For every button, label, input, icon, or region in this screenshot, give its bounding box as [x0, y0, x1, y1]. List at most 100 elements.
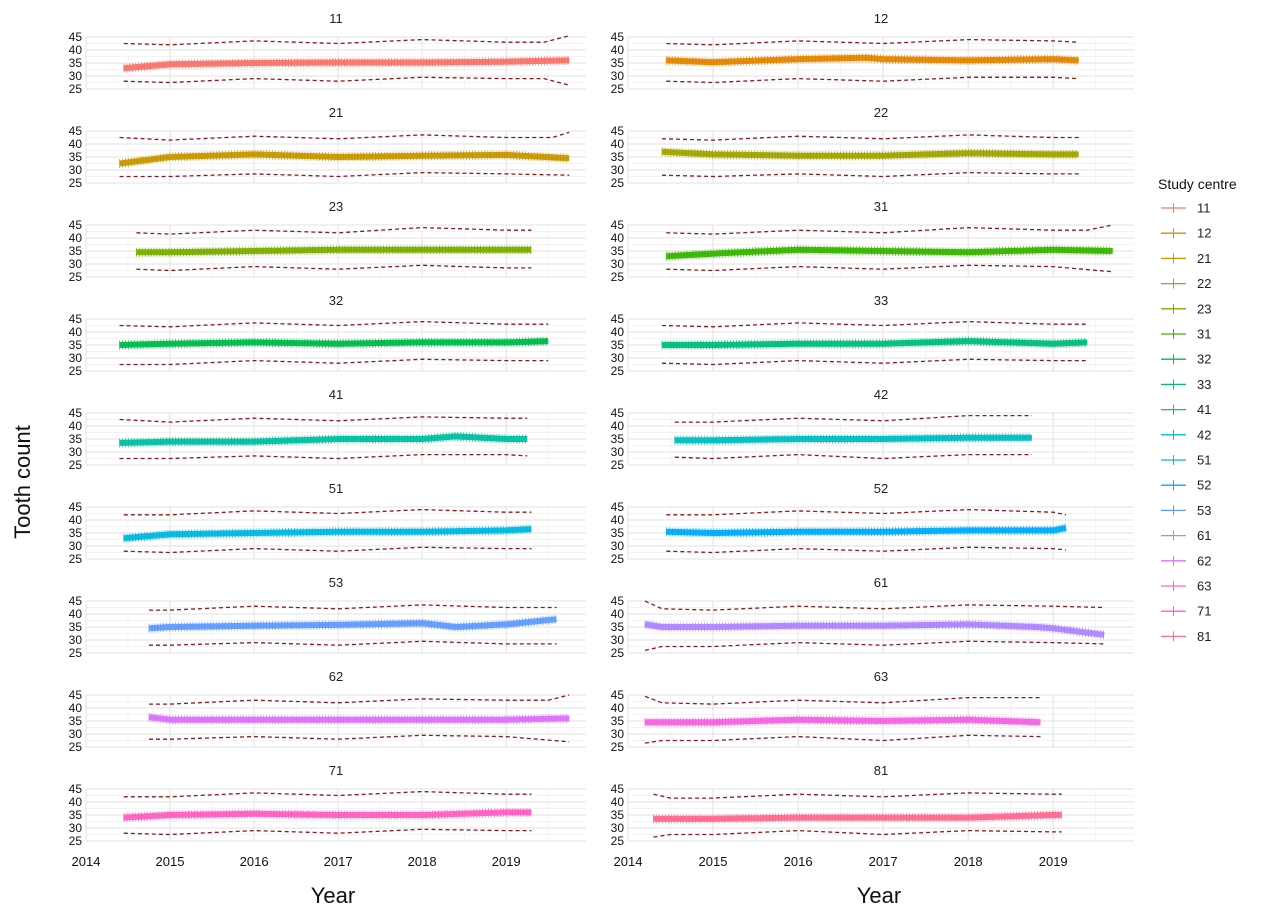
facet-title-42: 42 — [874, 387, 888, 402]
y-tick-label: 35 — [69, 620, 83, 634]
y-tick-label: 40 — [69, 795, 83, 809]
lower-band-71 — [123, 828, 532, 836]
y-tick-label: 25 — [69, 364, 83, 378]
y-tick-label: 30 — [69, 633, 83, 647]
legend-item-71: 71 — [1161, 604, 1211, 619]
upper-band-61 — [644, 600, 1105, 611]
y-tick-label: 40 — [69, 325, 83, 339]
y-tick-label: 45 — [69, 30, 83, 44]
mean-ticks-41 — [119, 432, 526, 448]
y-tick-label: 40 — [611, 795, 625, 809]
x-tick-label: 2014 — [614, 854, 643, 869]
y-tick-label: 45 — [69, 594, 83, 608]
mean-ticks-53 — [148, 614, 556, 633]
legend-item-81: 81 — [1161, 629, 1211, 644]
legend-label: 11 — [1197, 201, 1211, 216]
lower-band-41 — [119, 453, 528, 460]
facet-title-61: 61 — [874, 575, 888, 590]
y-tick-label: 40 — [611, 137, 625, 151]
upper-band-31 — [666, 224, 1113, 235]
facet-title-33: 33 — [874, 293, 888, 308]
mean-ticks-22 — [661, 147, 1077, 161]
facet-title-71: 71 — [329, 763, 343, 778]
y-tick-label: 30 — [611, 727, 625, 741]
y-tick-label: 35 — [611, 432, 625, 446]
upper-band-52 — [666, 508, 1067, 516]
y-tick-label: 30 — [611, 539, 625, 553]
legend-label: 22 — [1197, 276, 1211, 291]
facet-panels: 1125303540451225303540452125303540452225… — [69, 11, 1134, 848]
legend-item-53: 53 — [1161, 503, 1211, 518]
upper-band-23 — [136, 226, 532, 235]
facet-title-21: 21 — [329, 105, 343, 120]
y-tick-label: 45 — [611, 124, 625, 138]
legend-item-32: 32 — [1161, 352, 1211, 367]
lower-band-12 — [666, 76, 1079, 84]
y-tick-label: 25 — [69, 458, 83, 472]
mean-ticks-81 — [653, 810, 1062, 824]
legend-label: 62 — [1197, 553, 1211, 568]
mean-ticks-32 — [119, 336, 547, 350]
facet-title-63: 63 — [874, 669, 888, 684]
y-tick-label: 30 — [611, 69, 625, 83]
upper-band-41 — [119, 416, 528, 423]
y-tick-label: 35 — [611, 808, 625, 822]
upper-band-32 — [119, 320, 549, 328]
legend-label: 61 — [1197, 528, 1211, 543]
y-tick-label: 30 — [69, 821, 83, 835]
legend-label: 21 — [1197, 251, 1211, 266]
lower-band-61 — [644, 640, 1105, 652]
mean-thin-23 — [136, 249, 532, 253]
y-tick-label: 25 — [611, 646, 625, 660]
facet-title-62: 62 — [329, 669, 343, 684]
lower-band-32 — [119, 358, 549, 366]
mean-ticks-12 — [665, 53, 1078, 67]
y-tick-label: 45 — [69, 500, 83, 514]
upper-band-62 — [149, 694, 570, 705]
legend-label: 81 — [1197, 629, 1211, 644]
lower-band-21 — [119, 171, 570, 178]
y-tick-label: 45 — [69, 782, 83, 796]
legend-item-61: 61 — [1161, 528, 1211, 543]
legend-item-31: 31 — [1161, 327, 1211, 342]
lower-band-51 — [123, 546, 532, 554]
legend-item-51: 51 — [1161, 453, 1211, 468]
y-tick-label: 35 — [69, 808, 83, 822]
y-tick-label: 40 — [611, 513, 625, 527]
facet-title-23: 23 — [329, 199, 343, 214]
legend-item-21: 21 — [1161, 251, 1211, 266]
y-tick-label: 35 — [69, 526, 83, 540]
upper-band-21 — [119, 131, 570, 141]
legend-item-42: 42 — [1161, 427, 1211, 442]
y-tick-label: 45 — [611, 688, 625, 702]
y-tick-label: 35 — [611, 56, 625, 70]
y-tick-label: 25 — [611, 364, 625, 378]
x-axis-ticks: 2014 2015 2016 2017 2018 2019 2014 2015 2016 2017… — [72, 854, 1068, 869]
legend-label: 52 — [1197, 478, 1211, 493]
legend-label: 51 — [1197, 453, 1211, 468]
facet-title-11: 11 — [329, 11, 343, 26]
x-tick-label: 2017 — [324, 854, 353, 869]
x-tick-label: 2016 — [784, 854, 813, 869]
upper-band-33 — [661, 320, 1088, 328]
y-tick-label: 45 — [611, 312, 625, 326]
x-tick-label: 2016 — [240, 854, 269, 869]
legend-label: 53 — [1197, 503, 1211, 518]
mean-ticks-33 — [661, 336, 1086, 350]
y-tick-label: 45 — [611, 500, 625, 514]
upper-band-63 — [644, 695, 1041, 705]
y-tick-label: 45 — [611, 30, 625, 44]
y-tick-label: 25 — [69, 82, 83, 96]
y-tick-label: 25 — [69, 552, 83, 566]
legend-label: 33 — [1197, 377, 1211, 392]
upper-band-81 — [653, 792, 1062, 799]
y-tick-label: 45 — [69, 312, 83, 326]
y-tick-label: 30 — [69, 163, 83, 177]
